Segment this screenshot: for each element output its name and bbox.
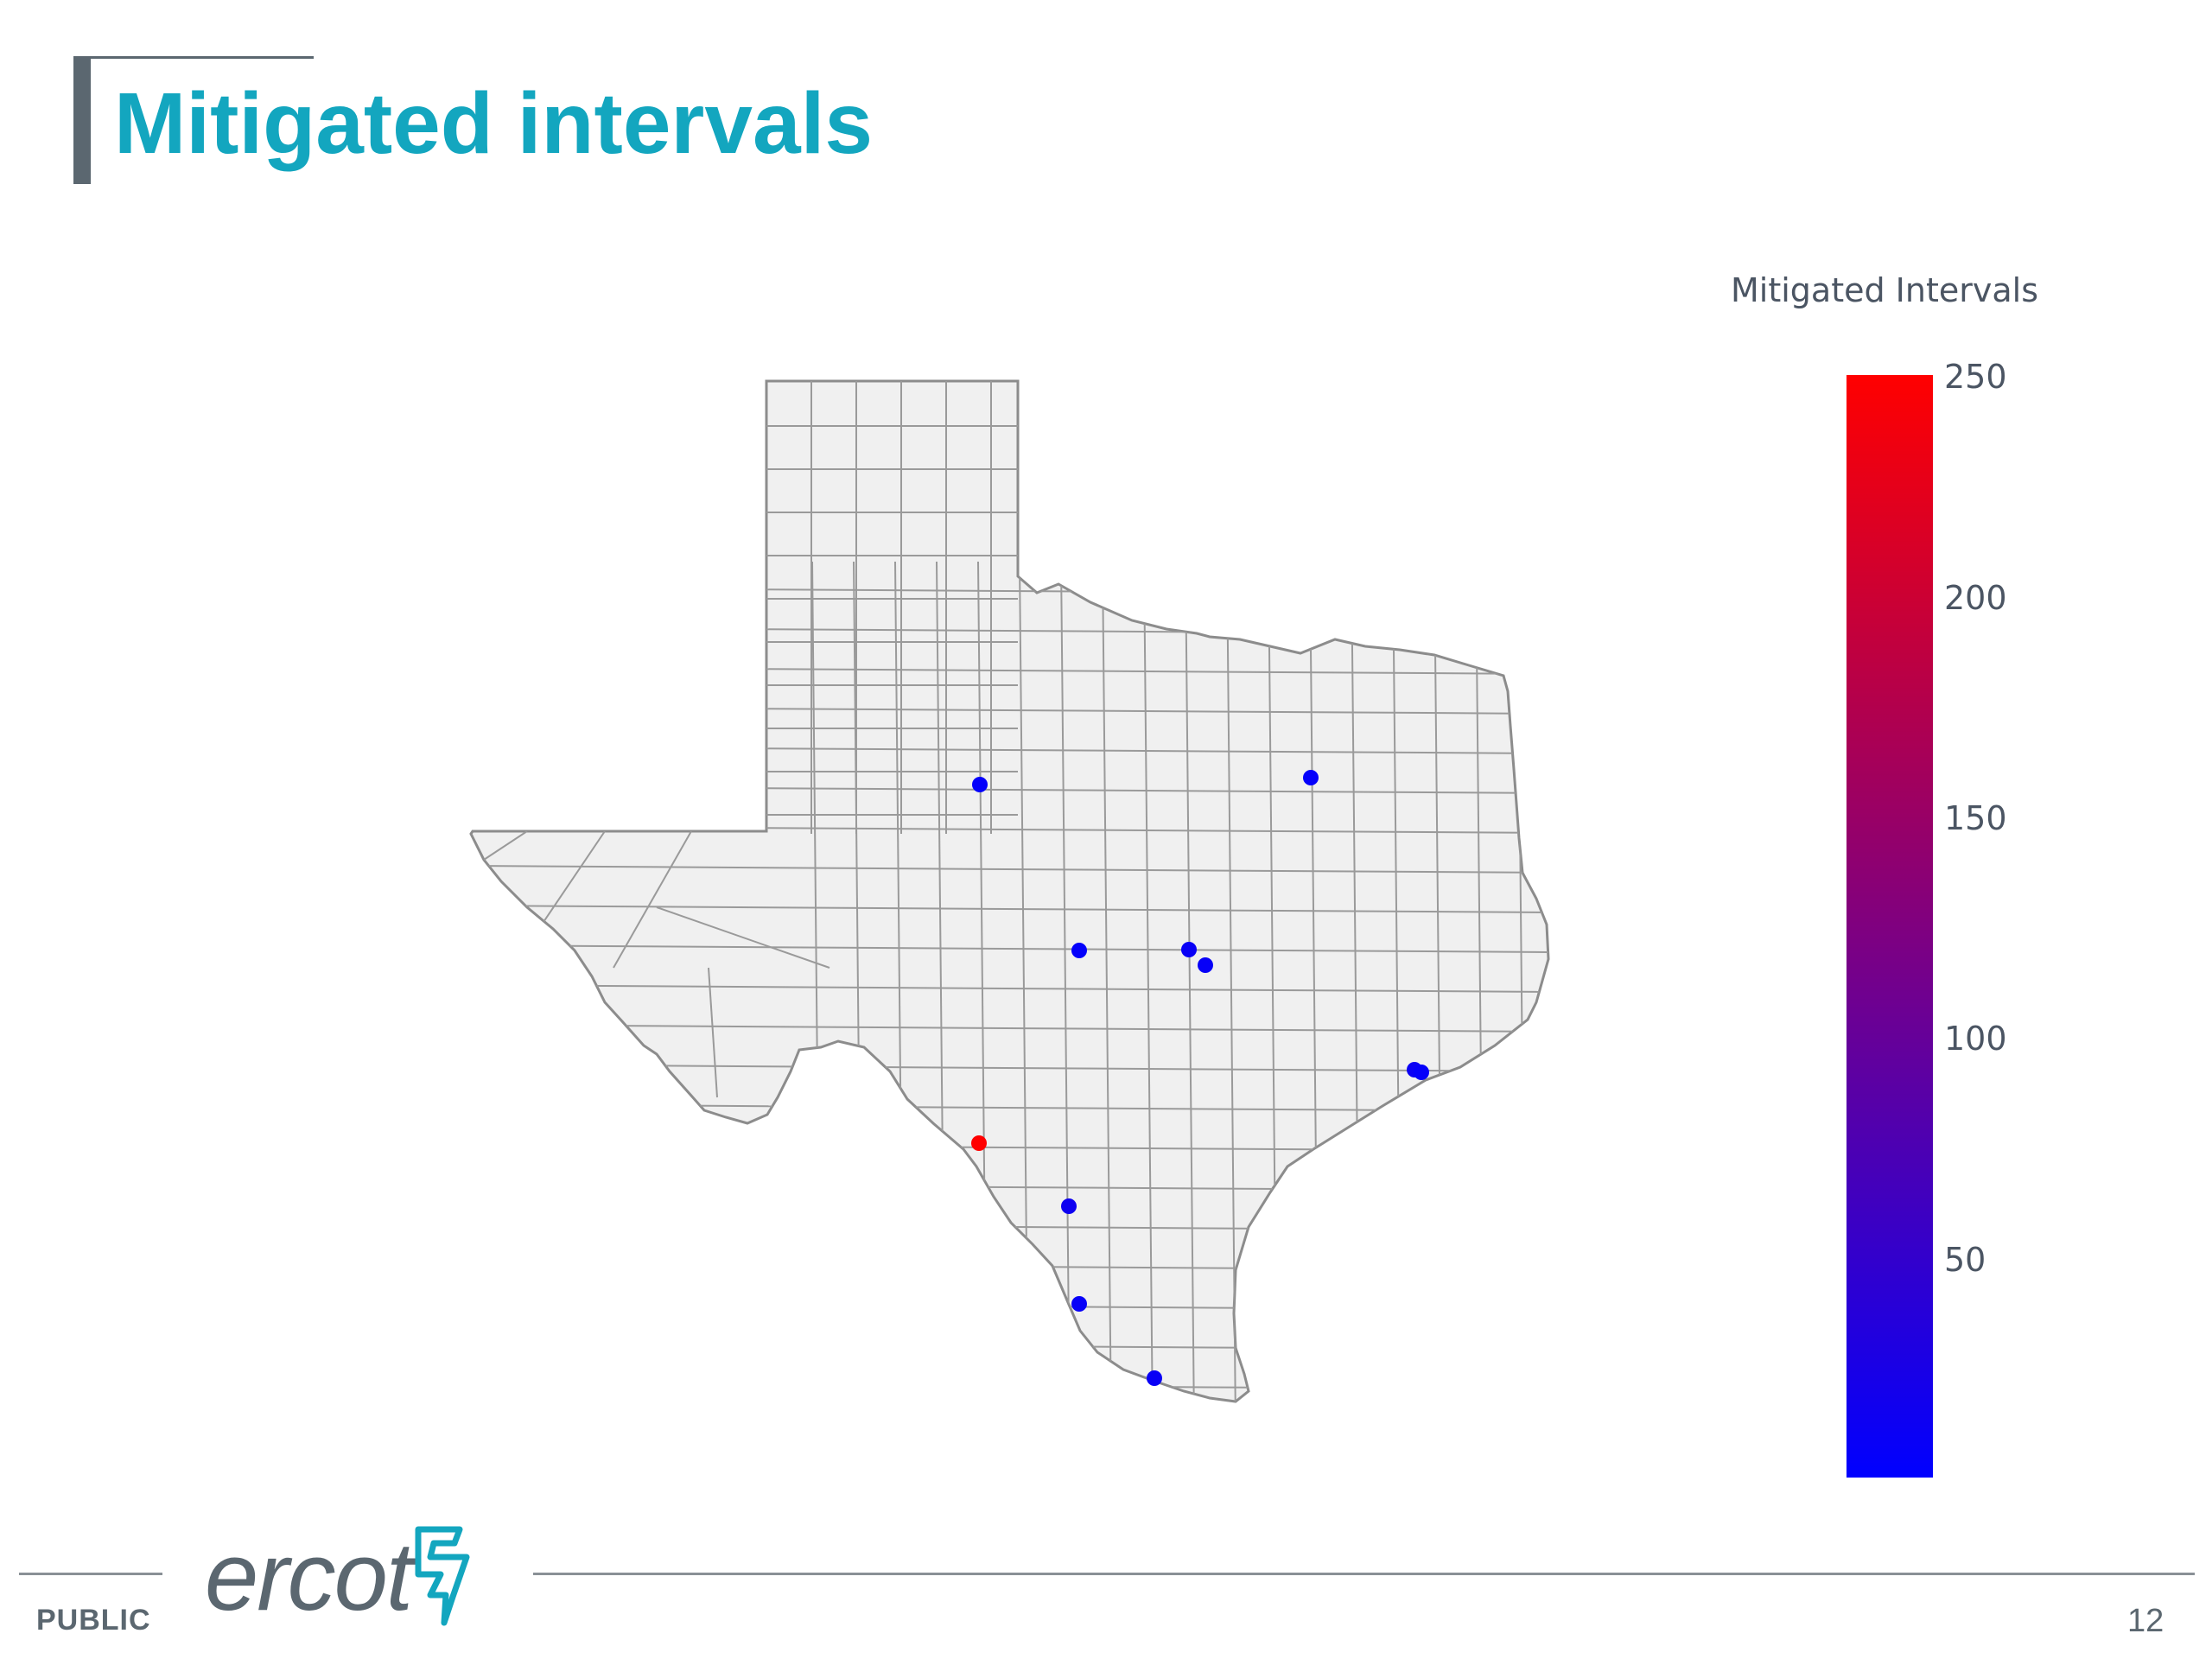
mitigation-marker[interactable] (1181, 942, 1197, 957)
county-border (1226, 561, 1236, 1402)
county-border (471, 1342, 1548, 1351)
colorbar-title: Mitigated Intervals (1731, 271, 2039, 309)
county-border (471, 1024, 1548, 1033)
mitigation-marker[interactable] (1071, 943, 1087, 958)
county-border (1060, 561, 1071, 1402)
county-border (471, 1382, 1548, 1390)
footer-divider-left (19, 1573, 162, 1575)
texas-outline (469, 379, 1550, 1403)
mitigation-marker[interactable] (972, 777, 988, 792)
county-border (708, 967, 718, 1098)
county-border (471, 1223, 1548, 1231)
county-border (1143, 561, 1154, 1402)
slide-title: Mitigated intervals (114, 75, 873, 172)
colorbar-tick-label: 50 (1944, 1241, 1986, 1279)
mitigation-marker[interactable] (1303, 770, 1319, 785)
colorbar-tick-label: 100 (1944, 1020, 2007, 1058)
title-accent-bar (73, 56, 91, 184)
mitigation-marker[interactable] (1061, 1198, 1077, 1214)
mitigation-marker[interactable] (1198, 957, 1213, 973)
county-border (471, 865, 1548, 874)
county-border (1185, 561, 1195, 1402)
page-number: 12 (2127, 1603, 2164, 1639)
county-border (656, 906, 830, 969)
county-border (471, 944, 1548, 953)
mitigation-marker[interactable] (971, 1135, 987, 1151)
county-border (471, 1262, 1548, 1271)
mitigation-marker[interactable] (1414, 1065, 1429, 1080)
county-border (613, 830, 692, 969)
classification-label: PUBLIC (36, 1604, 151, 1637)
mitigation-marker[interactable] (1147, 1370, 1162, 1386)
footer-divider-right (533, 1573, 2195, 1575)
ercot-logo-text: ercot (205, 1522, 413, 1630)
county-border (467, 1422, 1555, 1429)
county-border (471, 984, 1548, 993)
ercot-logo-mark-icon (415, 1526, 470, 1626)
title-accent-line (73, 56, 314, 59)
colorbar-tick-label: 150 (1944, 799, 2007, 837)
mitigation-markers (971, 770, 1429, 1386)
colorbar-tick-label: 200 (1944, 579, 2007, 617)
county-border (483, 830, 528, 861)
mitigation-marker[interactable] (1071, 1296, 1087, 1312)
colorbar-tick-label: 250 (1944, 358, 2007, 396)
county-border (1102, 561, 1112, 1402)
county-border (471, 1302, 1548, 1311)
colorbar (1847, 375, 1933, 1478)
